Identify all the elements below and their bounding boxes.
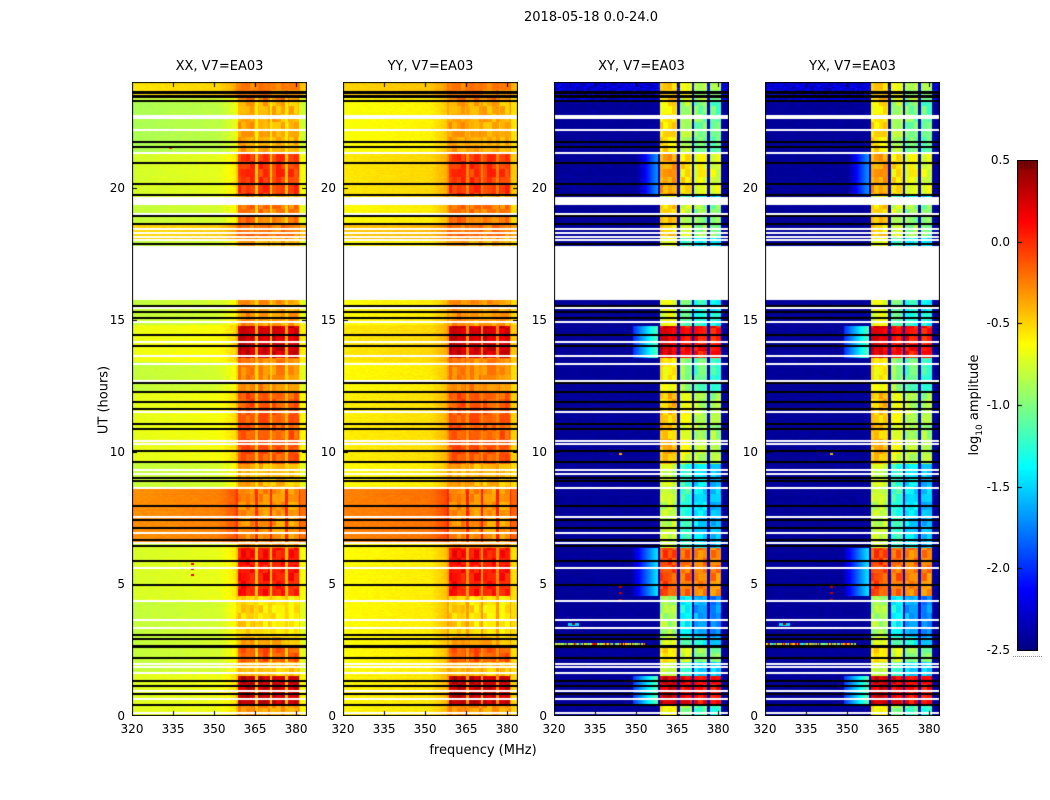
colorbar-tick-label: 0.0 (990, 234, 1010, 249)
y-tick-label: 15 (742, 312, 758, 327)
x-tick-label: 365 (665, 722, 689, 736)
colorbar-label-suffix: amplitude (967, 354, 983, 425)
x-tick-label: 350 (413, 722, 437, 736)
colorbar-tick-label: 0.5 (990, 153, 1010, 167)
y-tick-label: 0 (328, 709, 336, 723)
heatmap-panel-yy (343, 82, 518, 716)
colorbar-tick-label: -0.5 (986, 316, 1010, 331)
heatmap-panel-yx (765, 82, 940, 716)
y-tick-label: 0 (117, 709, 125, 723)
x-tick-label: 335 (794, 722, 818, 736)
y-tick-label: 10 (109, 444, 125, 459)
colorbar (1017, 160, 1038, 651)
y-tick-label: 15 (320, 312, 336, 327)
heatmap-panel-xx (132, 82, 307, 716)
panel-title: YX, V7=EA03 (809, 59, 896, 74)
x-tick-label: 320 (331, 722, 355, 736)
x-tick-label: 380 (495, 722, 519, 736)
y-tick-label: 0 (750, 709, 758, 723)
heatmap-panel-xy (554, 82, 729, 716)
x-tick-label: 365 (243, 722, 267, 736)
colorbar-extend-dotted-line (1013, 656, 1042, 657)
x-tick-label: 335 (583, 722, 607, 736)
x-axis-label: frequency (MHz) (429, 743, 537, 758)
panel-title: YY, V7=EA03 (387, 59, 474, 74)
x-tick-label: 380 (284, 722, 308, 736)
x-tick-label: 320 (120, 722, 144, 736)
y-tick-label: 0 (539, 709, 547, 723)
x-tick-label: 380 (706, 722, 730, 736)
colorbar-tick-label: -1.0 (986, 398, 1010, 412)
panel-title: XX, V7=EA03 (175, 59, 264, 74)
y-tick-label: 15 (531, 312, 547, 327)
x-tick-label: 350 (202, 722, 226, 736)
x-tick-label: 320 (542, 722, 566, 736)
y-tick-label: 20 (109, 180, 125, 195)
x-tick-label: 320 (753, 722, 777, 736)
x-tick-label: 380 (917, 722, 941, 736)
y-tick-label: 15 (109, 312, 125, 327)
y-tick-label: 10 (531, 444, 547, 459)
colorbar-tick-label: -1.5 (986, 479, 1010, 494)
colorbar-tick-label: -2.0 (986, 561, 1010, 576)
panel-title: XY, V7=EA03 (598, 59, 685, 74)
y-tick-label: 10 (742, 444, 758, 459)
y-tick-label: 20 (531, 180, 547, 195)
y-tick-label: 5 (117, 576, 125, 591)
y-tick-label: 5 (539, 576, 547, 591)
y-tick-label: 10 (320, 444, 336, 459)
colorbar-tick-label: -2.5 (986, 643, 1010, 657)
x-tick-label: 350 (624, 722, 648, 736)
y-tick-label: 5 (328, 576, 336, 591)
figure-title: 2018-05-18 0.0-24.0 (524, 10, 658, 25)
x-tick-label: 335 (161, 722, 185, 736)
x-tick-label: 350 (835, 722, 859, 736)
x-tick-label: 335 (372, 722, 396, 736)
y-tick-label: 20 (320, 180, 336, 195)
colorbar-label-sub: 10 (974, 424, 985, 436)
y-axis-label: UT (hours) (96, 365, 112, 435)
y-tick-label: 20 (742, 180, 758, 195)
x-tick-label: 365 (454, 722, 478, 736)
y-tick-label: 5 (750, 576, 758, 591)
x-tick-label: 365 (876, 722, 900, 736)
colorbar-label-prefix: log (967, 435, 983, 456)
